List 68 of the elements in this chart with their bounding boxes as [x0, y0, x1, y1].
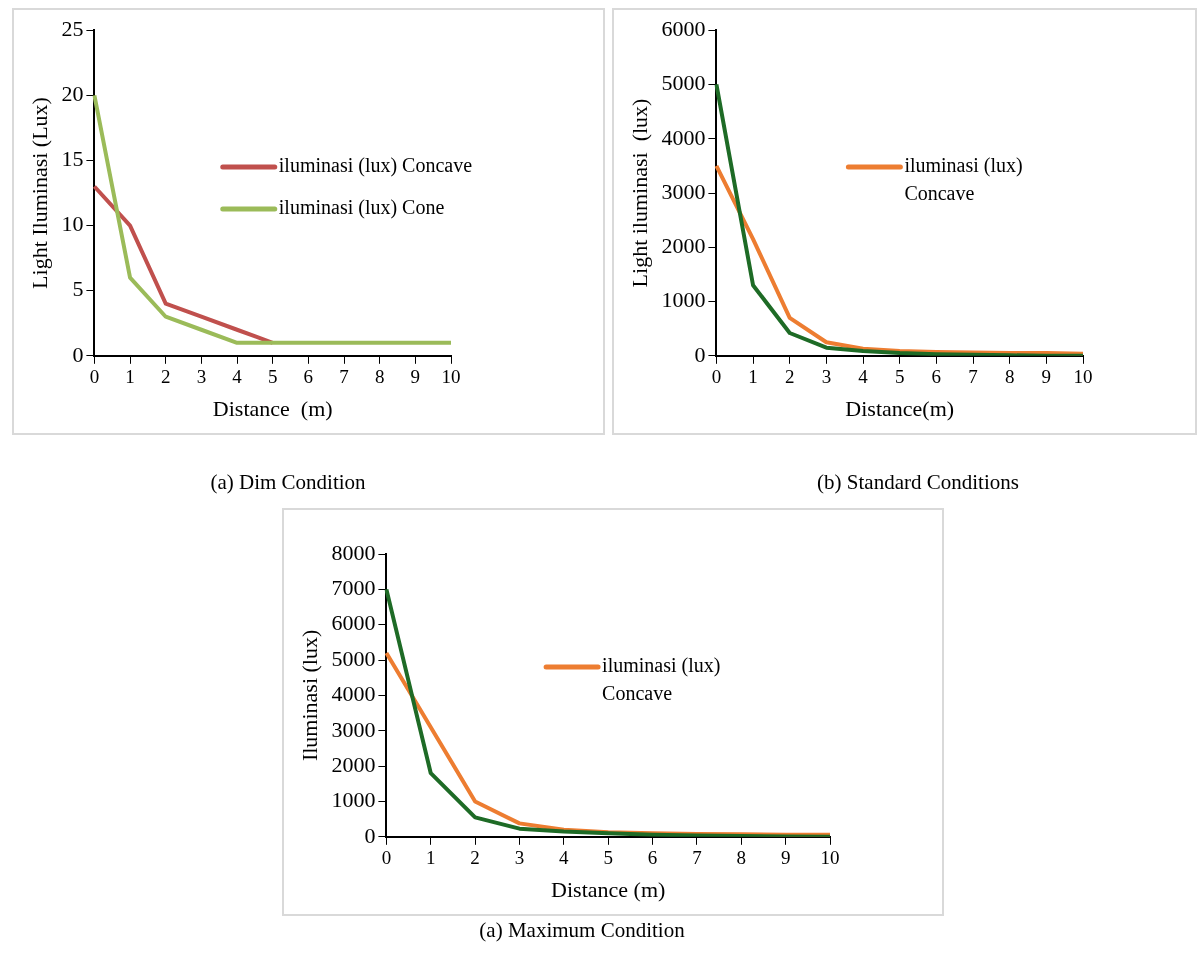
- x-tick-label: 10: [1073, 366, 1093, 388]
- x-tick-label: 0: [89, 366, 100, 388]
- x-tick-label: 9: [780, 847, 791, 869]
- x-axis-title: Distance (m): [551, 876, 666, 902]
- y-tick-label: 5000: [331, 645, 376, 671]
- x-tick-label: 4: [559, 847, 570, 869]
- x-tick-label: 7: [339, 366, 349, 388]
- y-tick-label: 5: [72, 276, 84, 302]
- x-tick-label: 5: [267, 366, 278, 388]
- x-tick-label: 1: [426, 847, 436, 869]
- y-tick-label: 0: [72, 341, 84, 367]
- x-tick-label: 9: [1041, 366, 1052, 388]
- y-tick-label: 3000: [661, 178, 706, 204]
- y-tick-label: 7000: [331, 575, 376, 601]
- x-tick-label: 5: [894, 366, 905, 388]
- y-tick-label: 25: [61, 15, 84, 41]
- x-tick-label: 2: [470, 847, 480, 869]
- x-tick-label: 10: [441, 366, 461, 388]
- y-tick-label: 3000: [331, 716, 376, 742]
- x-tick-label: 1: [748, 366, 758, 388]
- x-tick-label: 8: [1004, 366, 1015, 388]
- x-tick-label: 3: [821, 366, 832, 388]
- legend-label: iluminasi (lux) Concave: [904, 154, 1023, 205]
- y-tick-label: 2000: [331, 751, 376, 777]
- y-tick-label: 15: [61, 146, 84, 172]
- y-tick-label: 10: [61, 211, 84, 237]
- x-tick-label: 7: [692, 847, 702, 869]
- y-tick-label: 1000: [661, 287, 706, 313]
- x-tick-label: 5: [603, 847, 613, 869]
- x-tick-label: 6: [303, 366, 314, 388]
- x-tick-label: 6: [647, 847, 658, 869]
- x-tick-label: 2: [784, 366, 795, 388]
- x-tick-label: 4: [232, 366, 243, 388]
- x-tick-label: 0: [711, 366, 722, 388]
- y-tick-label: 0: [364, 822, 376, 848]
- y-tick-label: 20: [61, 81, 84, 107]
- x-tick-label: 9: [410, 366, 421, 388]
- y-tick-label: 6000: [661, 15, 706, 41]
- x-tick-label: 2: [160, 366, 171, 388]
- text: (b) Standard Conditions: [816, 470, 1020, 495]
- legend-label: iluminasi (lux) Concave: [602, 654, 721, 705]
- text: (a) Maximum Condition: [478, 918, 686, 943]
- x-tick-label: 3: [196, 366, 207, 388]
- y-axis-title: Light Iluminasi (Lux): [26, 97, 52, 289]
- y-tick-label: 0: [694, 341, 706, 367]
- x-tick-label: 6: [931, 366, 942, 388]
- legend-label: iluminasi (lux) Cone: [278, 196, 445, 220]
- x-tick-label: 8: [374, 366, 385, 388]
- y-tick-label: 6000: [331, 610, 376, 636]
- x-tick-label: 0: [381, 847, 392, 869]
- text: (a) Dim Condition: [209, 470, 367, 495]
- y-tick-label: 4000: [331, 681, 376, 707]
- y-tick-label: 1000: [331, 787, 376, 813]
- x-tick-label: 10: [820, 847, 840, 869]
- x-tick-label: 1: [125, 366, 135, 388]
- y-tick-label: 8000: [331, 539, 376, 565]
- legend-label: iluminasi (lux) Concave: [278, 154, 473, 178]
- y-axis-title: Iluminasi (lux): [296, 629, 322, 762]
- x-tick-label: 4: [858, 366, 869, 388]
- x-tick-label: 3: [514, 847, 525, 869]
- y-tick-label: 5000: [661, 70, 706, 96]
- x-axis-title: Distance (m): [212, 395, 333, 421]
- x-tick-label: 7: [968, 366, 978, 388]
- y-axis-title: Light iluminasi (lux): [626, 98, 652, 288]
- y-tick-label: 2000: [661, 233, 706, 259]
- y-tick-label: 4000: [661, 124, 706, 150]
- x-tick-label: 8: [736, 847, 747, 869]
- x-axis-title: Distance(m): [845, 395, 955, 421]
